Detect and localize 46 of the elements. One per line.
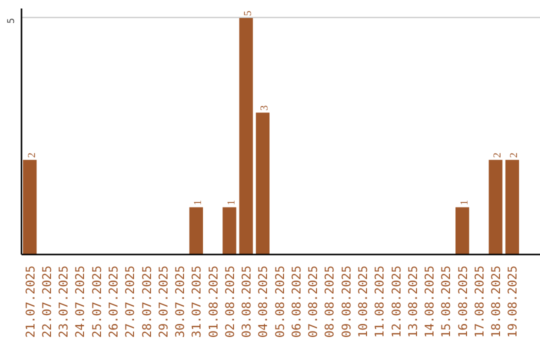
bar [189,207,203,254]
x-tick-label: 31.07.2025 [190,265,204,338]
x-tick-label: 09.08.2025 [339,265,354,338]
data-label: 3 [260,105,271,111]
data-label: 1 [193,200,204,206]
x-tick-label: 23.07.2025 [56,265,71,338]
data-label: 2 [26,152,38,158]
x-tick-label: 14.08.2025 [422,265,437,338]
data-label: 2 [509,152,520,158]
x-tick-label: 03.08.2025 [240,265,254,338]
x-tick-label: 26.07.2025 [106,265,120,338]
x-tick-label: 08.08.2025 [322,265,337,338]
x-tick-label: 28.07.2025 [140,265,154,338]
x-tick-label: 02.08.2025 [222,265,237,338]
bar [22,160,37,254]
x-tick-label: 13.08.2025 [406,265,420,338]
bar [239,18,253,254]
x-tick-label: 22.07.2025 [40,265,54,338]
bar [222,207,236,254]
x-tick-label: 15.08.2025 [439,265,454,338]
x-tick-label: 06.08.2025 [289,265,304,338]
x-tick-label: 05.08.2025 [272,265,287,338]
x-tick-label: 16.08.2025 [456,265,470,338]
x-tick-label: 04.08.2025 [256,265,270,338]
x-tick-label: 24.07.2025 [73,265,88,338]
bar [455,207,470,254]
x-tick-label: 27.07.2025 [123,265,138,338]
x-tick-label: 17.08.2025 [472,265,486,338]
bar [256,112,270,254]
x-tick-label: 11.08.2025 [372,265,387,338]
x-tick-label: 12.08.2025 [389,265,404,338]
x-tick-label: 25.07.2025 [90,265,104,338]
data-label: 1 [459,200,470,206]
x-tick-label: 19.08.2025 [506,265,520,338]
x-tick-label: 10.08.2025 [356,265,370,338]
x-tick-label: 21.07.2025 [23,265,38,338]
x-tick-label: 30.07.2025 [173,265,188,338]
bar [488,160,502,254]
x-tick-label: 01.08.2025 [206,265,220,338]
x-tick-label: 18.08.2025 [489,265,504,338]
data-label: 1 [226,200,238,206]
x-tick-label: 07.08.2025 [306,265,320,338]
data-label: 5 [243,10,254,16]
x-tick-label: 29.07.2025 [156,265,170,338]
data-label: 2 [492,152,504,158]
bar [505,160,520,254]
